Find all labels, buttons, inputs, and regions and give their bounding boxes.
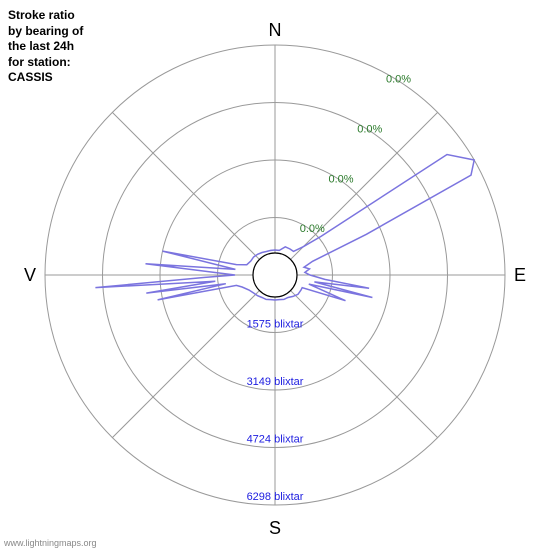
ring-label-pct: 0.0% <box>386 74 411 86</box>
polar-chart: 1575 blixtar 3149 blixtar 4724 blixtar 6298… <box>0 0 550 550</box>
cardinal-label: V <box>24 265 36 285</box>
grid-spoke <box>291 291 438 438</box>
cardinal-label: S <box>269 518 281 538</box>
center-hole <box>253 253 297 297</box>
cardinal-label: E <box>514 265 526 285</box>
grid-spoke <box>112 112 259 259</box>
ring-label-pct: 0.0% <box>329 173 354 185</box>
ring-label-pct: 0.0% <box>300 223 325 235</box>
ring-label-strokes: 3149 blixtar <box>247 376 304 388</box>
ring-label-pct: 0.0% <box>357 124 382 136</box>
ring-label-strokes: 1575 blixtar <box>247 319 304 331</box>
grid-spoke <box>112 291 259 438</box>
ring-label-strokes: 6298 blixtar <box>247 491 304 503</box>
ring-label-strokes: 4724 blixtar <box>247 434 304 446</box>
cardinal-label: N <box>269 20 282 40</box>
